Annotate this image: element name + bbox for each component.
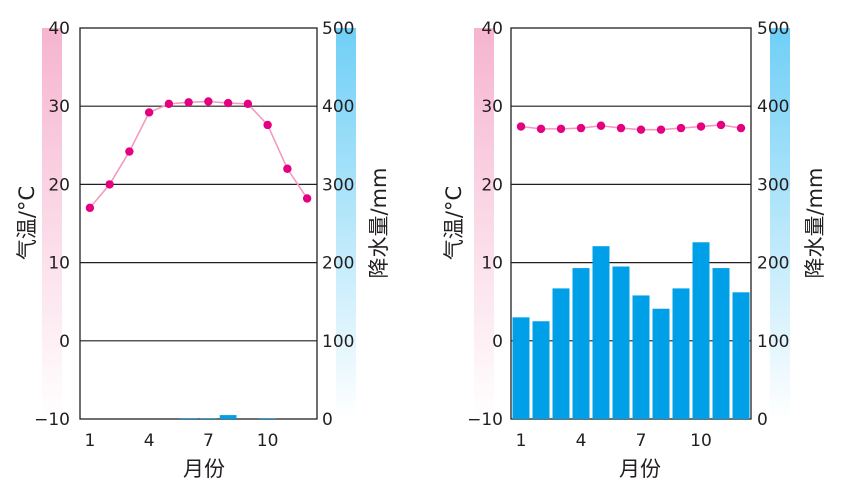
precipitation-bar [732,292,750,419]
temperature-point [736,123,746,133]
precipitation-bar [712,268,730,419]
precipitation-bar [180,418,197,419]
temperature-point [676,123,686,133]
precipitation-bar [572,268,590,419]
precipitation-tick-label: 0 [322,410,333,430]
temperature-point [616,123,626,133]
temperature-point [636,125,646,134]
temperature-point [144,108,154,117]
precipitation-axis-label: 降水量/mm [367,168,391,279]
temperature-axis-band [474,28,494,419]
temperature-tick-label: 10 [48,254,70,274]
precipitation-bar [552,288,570,419]
temperature-tick-label: 0 [492,332,503,352]
month-axis-label: 月份 [183,457,225,481]
month-tick-label: 4 [144,431,155,451]
temperature-point [243,99,253,109]
precipitation-tick-label: 300 [757,175,789,195]
precipitation-bar [592,246,610,419]
temperature-point [302,194,312,203]
month-tick-label: 1 [516,431,527,451]
temperature-point [125,147,134,156]
temperature-point [556,124,566,134]
month-axis-label: 月份 [619,457,661,481]
temperature-tick-label: −10 [467,410,503,430]
precipitation-bar [219,415,237,419]
month-tick-label: 10 [257,431,279,451]
temperature-tick-label: 10 [481,254,503,274]
temperature-point [516,122,526,131]
temperature-line [520,124,742,131]
precipitation-axis-band [770,28,790,419]
month-tick-label: 4 [576,431,587,451]
temperature-tick-label: 30 [481,97,503,117]
temperature-point [263,120,272,130]
precipitation-tick-label: 200 [757,254,789,274]
temperature-point [596,121,606,130]
temperature-point [716,120,726,130]
temperature-tick-label: 20 [48,175,70,195]
plot-frame [79,27,318,420]
precipitation-tick-label: 400 [322,97,354,117]
temperature-point [536,124,546,134]
temperature-point [283,164,292,173]
precipitation-bar [632,295,650,419]
precipitation-bar [259,418,276,419]
plot-frame [510,27,752,420]
precipitation-bar [652,308,670,419]
precipitation-bar [200,418,217,419]
temperature-point [164,99,174,109]
temperature-axis-band [42,28,62,419]
temperature-tick-label: 30 [48,97,70,117]
temperature-axis-label: 气温/°C [15,186,39,260]
temperature-point [696,122,706,131]
precipitation-tick-label: 100 [322,332,354,352]
precipitation-bar [512,317,530,419]
temperature-tick-label: 40 [48,19,70,39]
precipitation-tick-label: 500 [757,19,789,39]
precipitation-tick-label: 500 [322,19,354,39]
temperature-point [656,125,666,134]
temperature-point [184,98,193,107]
month-tick-label: 1 [84,431,95,451]
precipitation-bar [532,321,550,419]
temperature-point [85,203,95,213]
precipitation-bar [672,288,690,419]
precipitation-tick-label: 200 [322,254,354,274]
precipitation-axis-label: 降水量/mm [803,168,827,279]
temperature-point [576,123,586,133]
precipitation-tick-label: 100 [757,332,789,352]
precipitation-bar [612,266,630,419]
temperature-line [89,100,308,209]
temperature-axis-label: 气温/°C [442,186,466,260]
temperature-tick-label: 0 [59,332,70,352]
precipitation-tick-label: 300 [322,175,354,195]
temperature-tick-label: 40 [481,19,503,39]
temperature-tick-label: −10 [34,410,70,430]
precipitation-axis-band [336,28,356,419]
temperature-point [105,180,114,189]
precipitation-tick-label: 400 [757,97,789,117]
temperature-point [223,98,233,108]
precipitation-bar [692,242,710,419]
month-tick-label: 7 [203,431,214,451]
temperature-tick-label: 20 [481,175,503,195]
month-tick-label: 7 [636,431,647,451]
precipitation-tick-label: 0 [757,410,768,430]
month-tick-label: 10 [690,431,712,451]
temperature-point [204,97,213,106]
